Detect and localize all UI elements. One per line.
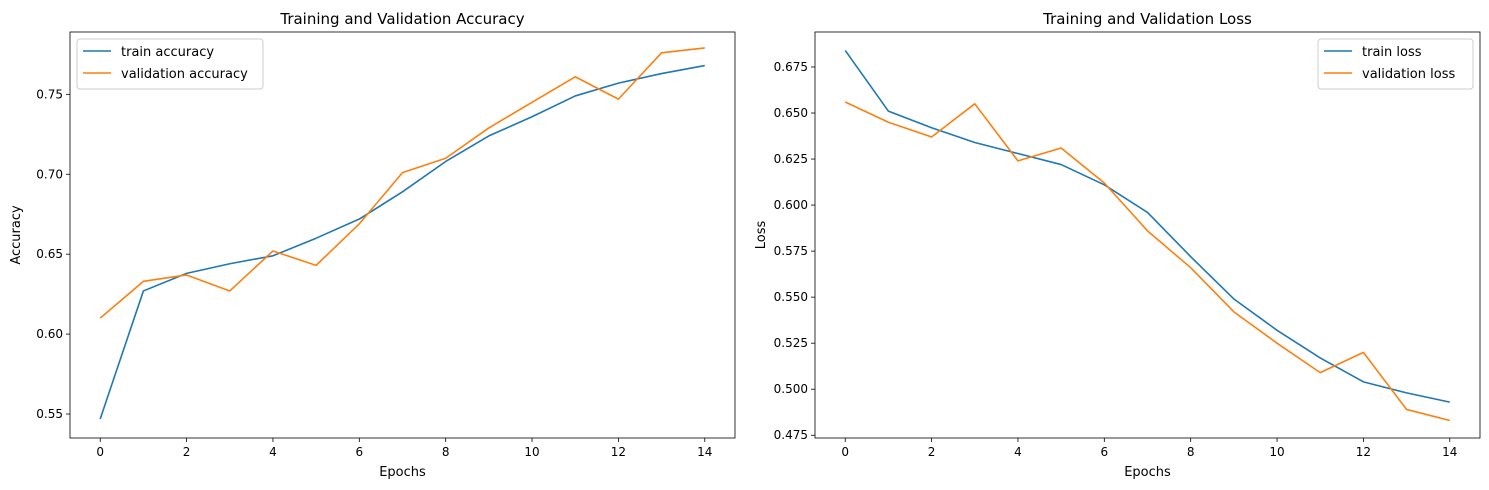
legend: train loss validation loss	[1317, 38, 1474, 90]
x-tick-label: 14	[1442, 445, 1457, 459]
chart-title: Training and Validation Accuracy	[279, 10, 524, 28]
series-line-2	[844, 101, 1450, 422]
series-line-2	[99, 47, 705, 319]
x-axis-label: Epochs	[1124, 465, 1171, 480]
x-tick-label: 6	[355, 445, 363, 459]
legend-label: train loss	[1362, 45, 1422, 60]
x-tick-label: 0	[841, 445, 849, 459]
y-tick-label: 0.475	[774, 428, 808, 442]
x-tick-label: 10	[524, 445, 539, 459]
plot-frame	[814, 31, 1481, 439]
y-tick-label: 0.65	[36, 247, 63, 261]
y-tick-label: 0.60	[36, 327, 63, 341]
chart-1: Training and Validation Accuracy 0 2 4 6 8 10 1…	[9, 10, 736, 480]
x-tick-label: 8	[442, 445, 450, 459]
series-line-1	[99, 64, 705, 420]
y-tick-label: 0.70	[36, 167, 63, 181]
y-tick-label: 0.575	[774, 244, 808, 258]
y-tick-label: 0.600	[774, 198, 808, 212]
y-tick-label: 0.500	[774, 382, 808, 396]
y-tick-label: 0.55	[36, 407, 63, 421]
y-tick-label: 0.75	[36, 87, 63, 101]
x-tick-label: 14	[697, 445, 712, 459]
y-axis-label: Loss	[754, 221, 769, 250]
chart-2: Training and Validation Loss 0 2 4 6 8 10 12 14 0…	[754, 10, 1481, 480]
x-tick-label: 12	[611, 445, 626, 459]
y-tick-label: 0.550	[774, 290, 808, 304]
x-axis-label: Epochs	[379, 465, 426, 480]
y-tick-label: 0.625	[774, 152, 808, 166]
x-tick-label: 8	[1187, 445, 1195, 459]
series-line-1	[844, 49, 1450, 403]
x-tick-label: 2	[183, 445, 191, 459]
x-tick-label: 4	[1014, 445, 1022, 459]
chart-title: Training and Validation Loss	[1042, 10, 1252, 28]
plot-frame	[69, 31, 736, 439]
legend-label: train accuracy	[121, 45, 214, 60]
x-tick-label: 0	[96, 445, 104, 459]
x-tick-label: 4	[269, 445, 277, 459]
y-tick-label: 0.525	[774, 336, 808, 350]
y-tick-label: 0.675	[774, 60, 808, 74]
legend-box	[1317, 38, 1474, 90]
legend-box	[76, 38, 264, 90]
x-tick-label: 10	[1269, 445, 1284, 459]
x-tick-label: 6	[1100, 445, 1108, 459]
x-tick-label: 12	[1356, 445, 1371, 459]
legend-label: validation loss	[1362, 67, 1455, 82]
legend: train accuracy validation accuracy	[76, 38, 264, 90]
y-tick-label: 0.650	[774, 106, 808, 120]
y-axis-label: Accuracy	[9, 205, 24, 265]
x-tick-label: 2	[928, 445, 936, 459]
legend-label: validation accuracy	[121, 67, 248, 82]
